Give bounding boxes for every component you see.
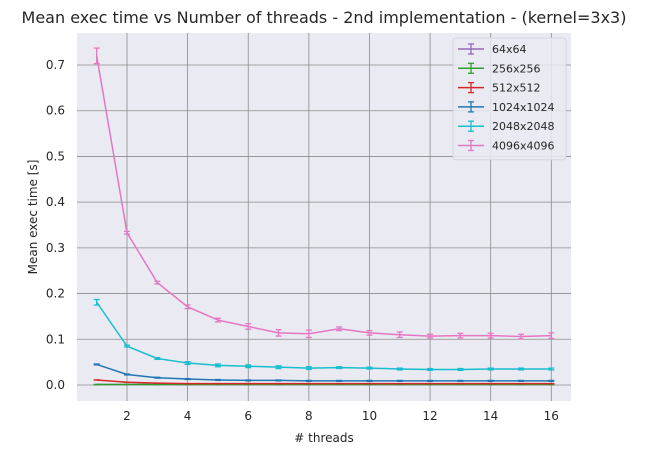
x-tick-label: 6	[244, 409, 252, 423]
data-point	[214, 378, 221, 382]
data-point	[457, 379, 464, 382]
legend-item: 4096x4096	[458, 140, 555, 153]
data-point	[548, 379, 555, 382]
x-tick-label: 10	[362, 409, 377, 423]
series-line	[96, 301, 552, 371]
x-tick-label: 12	[422, 409, 437, 423]
legend-item: 256x256	[458, 62, 541, 75]
series-line	[96, 363, 552, 382]
legend-item: 2048x2048	[458, 120, 555, 133]
data-point	[548, 367, 555, 371]
x-tick-label: 14	[483, 409, 498, 423]
y-tick-label: 0.2	[46, 287, 65, 301]
data-point	[275, 379, 282, 382]
data-point	[457, 367, 464, 372]
data-point	[487, 367, 494, 371]
data-point	[336, 366, 343, 370]
x-tick-labels: 2 4 6 8 10 12 14 16	[123, 409, 559, 423]
data-point	[184, 304, 191, 310]
data-point	[154, 280, 161, 285]
data-point	[154, 356, 161, 361]
legend-label: 2048x2048	[492, 120, 555, 133]
legend-label: 1024x1024	[492, 101, 555, 114]
data-point	[305, 379, 312, 382]
series-layer	[93, 47, 555, 386]
data-point	[124, 373, 131, 376]
data-point	[124, 344, 131, 348]
data-point	[184, 361, 191, 366]
legend-label: 512x512	[492, 82, 541, 95]
data-point	[124, 230, 131, 235]
data-point	[487, 332, 494, 339]
y-tick-label: 0.4	[46, 195, 65, 209]
data-point	[245, 323, 252, 330]
y-tick-label: 0.1	[46, 332, 65, 346]
data-point	[93, 47, 100, 65]
legend-label: 256x256	[492, 62, 541, 75]
data-point	[366, 329, 373, 336]
series-1024x1024	[93, 363, 555, 382]
data-point	[457, 332, 464, 339]
series-512x512	[93, 379, 555, 385]
data-point	[154, 376, 161, 379]
y-tick-label: 0.7	[46, 58, 65, 72]
data-point	[396, 367, 403, 371]
x-tick-label: 4	[184, 409, 192, 423]
y-tick-label: 0.0	[46, 378, 65, 392]
data-point	[396, 379, 403, 382]
y-tick-label: 0.6	[46, 104, 65, 118]
data-point	[427, 367, 434, 372]
legend-label: 4096x4096	[492, 140, 555, 153]
data-point	[214, 317, 221, 323]
series-line	[95, 55, 552, 338]
data-point	[305, 366, 312, 371]
data-point	[184, 377, 191, 381]
data-point	[336, 326, 343, 332]
x-tick-label: 2	[123, 409, 131, 423]
data-point	[275, 365, 282, 370]
legend-label: 64x64	[492, 43, 527, 56]
data-point	[366, 379, 373, 382]
data-point	[427, 379, 434, 382]
x-tick-label: 16	[544, 409, 559, 423]
data-point	[517, 333, 524, 340]
data-point	[427, 333, 434, 339]
data-point	[214, 363, 221, 368]
data-point	[93, 298, 100, 306]
data-point	[336, 379, 343, 382]
data-point	[517, 379, 524, 382]
y-tick-labels: 0.0 0.1 0.2 0.3 0.4 0.5 0.6 0.7	[46, 58, 65, 392]
series-2048x2048	[93, 298, 555, 372]
data-point	[396, 331, 403, 339]
data-point	[93, 363, 100, 366]
x-axis-label: # threads	[294, 431, 353, 445]
data-point	[487, 379, 494, 382]
data-point	[517, 367, 524, 371]
legend: 64x64 256x256 512x512 1024x1024 2048x2048 409…	[452, 37, 567, 161]
chart-title: Mean exec time vs Number of threads - 2n…	[22, 8, 627, 27]
data-point	[245, 379, 252, 382]
series-line	[96, 379, 552, 385]
y-tick-label: 0.3	[46, 241, 65, 255]
data-point	[366, 366, 373, 370]
data-point	[548, 332, 555, 340]
legend-item: 1024x1024	[458, 101, 555, 114]
y-tick-label: 0.5	[46, 149, 65, 163]
legend-item: 64x64	[458, 43, 527, 56]
data-point	[305, 329, 312, 339]
data-point	[275, 329, 282, 337]
y-axis-label: Mean exec time [s]	[26, 160, 40, 275]
x-tick-label: 8	[305, 409, 313, 423]
legend-item: 512x512	[458, 82, 541, 95]
data-point	[245, 364, 252, 369]
series-4096x4096	[93, 47, 555, 340]
